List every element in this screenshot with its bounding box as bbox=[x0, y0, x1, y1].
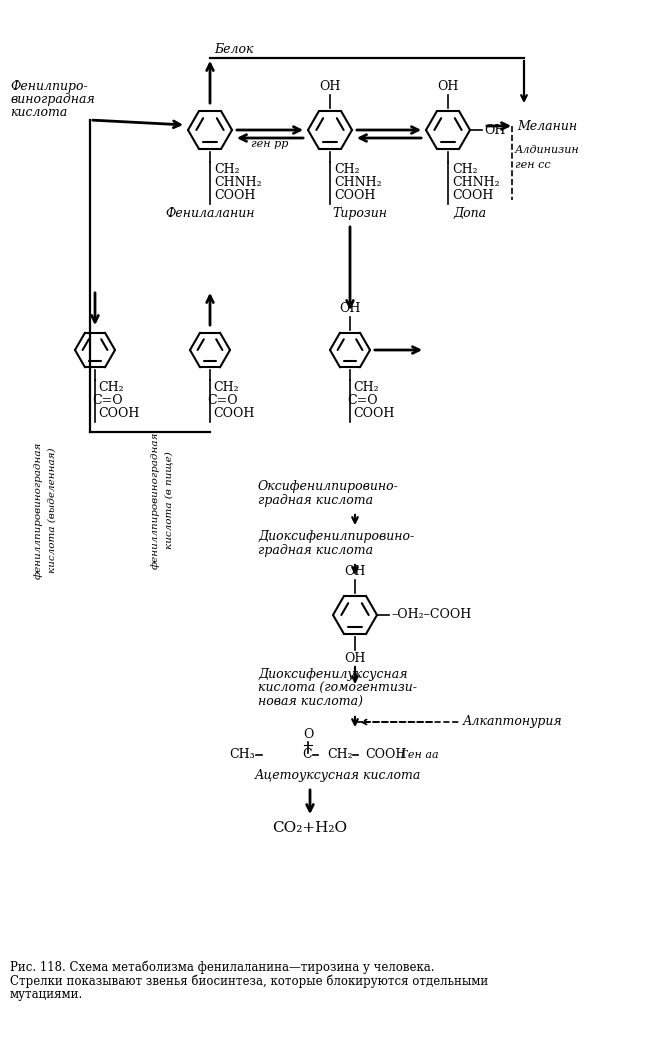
Text: OH: OH bbox=[319, 80, 340, 93]
Text: CH₂: CH₂ bbox=[214, 163, 240, 176]
Text: фениллпировиноградная: фениллпировиноградная bbox=[34, 441, 42, 578]
Text: CH₂: CH₂ bbox=[334, 163, 360, 176]
Text: Алдинизин: Алдинизин bbox=[515, 145, 580, 155]
Text: Диоксифенилпировино-: Диоксифенилпировино- bbox=[258, 530, 414, 543]
Text: Оксифенилпировино-: Оксифенилпировино- bbox=[258, 480, 399, 493]
Text: Белок: Белок bbox=[214, 43, 254, 56]
Text: C=O: C=O bbox=[92, 394, 123, 407]
Text: Фенилпиро-: Фенилпиро- bbox=[10, 80, 88, 93]
Text: COOH: COOH bbox=[334, 189, 375, 202]
Text: кислота (выделенная): кислота (выделенная) bbox=[48, 447, 56, 573]
Text: CH₂: CH₂ bbox=[353, 381, 379, 394]
Text: Тирозин: Тирозин bbox=[332, 208, 387, 220]
Text: C: C bbox=[302, 748, 312, 762]
Text: CH₂: CH₂ bbox=[213, 381, 239, 394]
Text: OH: OH bbox=[484, 124, 506, 136]
Text: CH₃: CH₃ bbox=[229, 748, 255, 762]
Text: COOH: COOH bbox=[98, 407, 139, 420]
Text: Допа: Допа bbox=[453, 208, 486, 220]
Text: градная кислота: градная кислота bbox=[258, 494, 373, 507]
Text: CH₂: CH₂ bbox=[327, 748, 353, 762]
Text: ген сс: ген сс bbox=[515, 160, 551, 170]
Text: кислота: кислота bbox=[10, 106, 67, 119]
Text: CHNH₂: CHNH₂ bbox=[452, 176, 500, 189]
Text: O: O bbox=[303, 728, 313, 741]
Text: Диоксифенилуксусная: Диоксифенилуксусная bbox=[258, 668, 407, 681]
Text: мутациями.: мутациями. bbox=[10, 988, 83, 1001]
Text: COOH: COOH bbox=[214, 189, 255, 202]
Text: виноградная: виноградная bbox=[10, 93, 95, 106]
Text: C=O: C=O bbox=[207, 394, 237, 407]
Text: Ацетоуксусная кислота: Ацетоуксусная кислота bbox=[255, 769, 421, 782]
Text: COOH: COOH bbox=[365, 748, 407, 762]
Text: Алкаптонурия: Алкаптонурия bbox=[463, 716, 563, 728]
Text: CO₂+H₂O: CO₂+H₂O bbox=[272, 821, 348, 835]
Text: Фенилаланин: Фенилаланин bbox=[165, 208, 254, 220]
Text: CH₂: CH₂ bbox=[452, 163, 478, 176]
Text: COOH: COOH bbox=[452, 189, 493, 202]
Text: C=O: C=O bbox=[347, 394, 377, 407]
Text: CHNH₂: CHNH₂ bbox=[214, 176, 262, 189]
Text: Стрелки показывают звенья биосинтеза, которые блокируются отдельными: Стрелки показывают звенья биосинтеза, ко… bbox=[10, 974, 488, 987]
Text: Рис. 118. Схема метаболизма фенилаланина—тирозина у человека.: Рис. 118. Схема метаболизма фенилаланина… bbox=[10, 960, 434, 974]
Text: Меланин: Меланин bbox=[517, 119, 577, 132]
Text: Ген аа: Ген аа bbox=[397, 750, 439, 760]
Text: градная кислота: градная кислота bbox=[258, 544, 373, 556]
Text: кислота (в пище): кислота (в пище) bbox=[165, 451, 173, 549]
Text: ген рр: ген рр bbox=[251, 139, 289, 149]
Text: –OH₂–COOH: –OH₂–COOH bbox=[391, 609, 471, 621]
Text: CH₂: CH₂ bbox=[98, 381, 124, 394]
Text: COOH: COOH bbox=[213, 407, 254, 420]
Text: фениллпировиноградная: фениллпировиноградная bbox=[151, 432, 159, 569]
Text: OH: OH bbox=[344, 565, 366, 578]
Text: новая кислота): новая кислота) bbox=[258, 696, 363, 709]
Text: COOH: COOH bbox=[353, 407, 395, 420]
Text: OH: OH bbox=[339, 302, 361, 315]
Text: OH: OH bbox=[438, 80, 459, 93]
Text: кислота (гомогентизи-: кислота (гомогентизи- bbox=[258, 682, 417, 695]
Text: CHNH₂: CHNH₂ bbox=[334, 176, 381, 189]
Text: OH: OH bbox=[344, 652, 366, 665]
